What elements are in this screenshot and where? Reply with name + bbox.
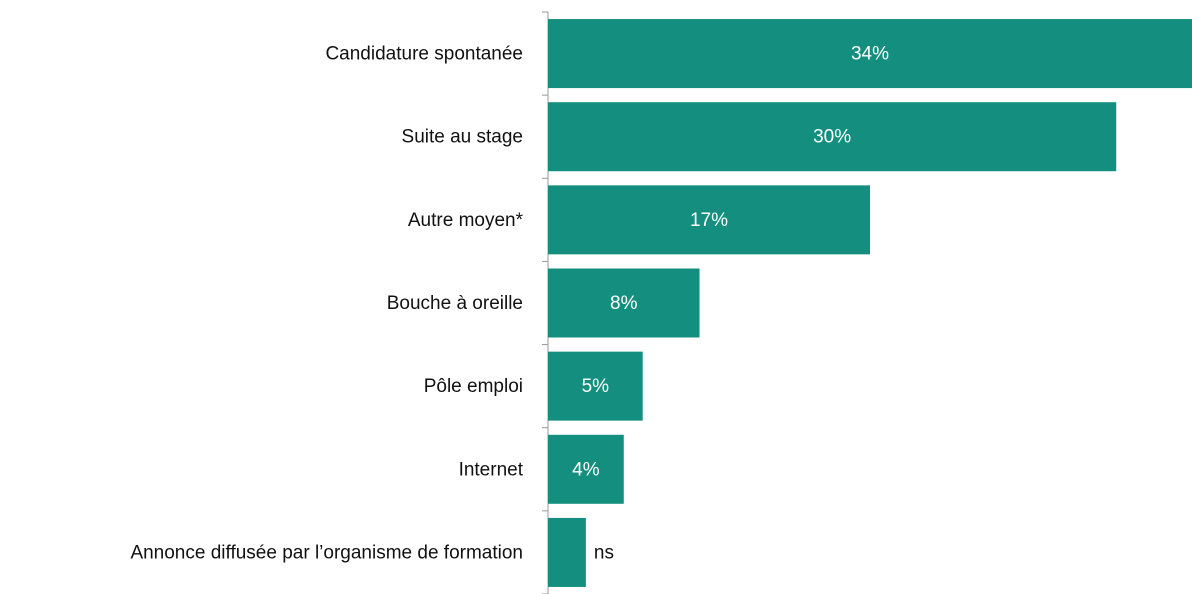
bar [548,434,624,504]
bar [548,268,700,338]
data-label: 4% [572,459,600,480]
category-label: Bouche à oreille [387,293,523,314]
category-label: Candidature spontanée [325,44,523,65]
data-label: 34% [851,44,889,65]
category-label: Pôle emploi [424,376,523,397]
category-label: Internet [459,459,524,480]
category-label: Annonce diffusée par l’organisme de form… [130,542,523,563]
category-label: Autre moyen* [408,210,524,231]
bar [548,351,643,421]
bar [548,19,1192,89]
data-label: 30% [813,127,851,148]
bar [548,102,1117,172]
data-label: ns [594,542,614,563]
bar [548,517,586,587]
bar [548,185,870,255]
data-label: 17% [690,210,728,231]
category-label: Suite au stage [402,127,523,148]
data-label: 5% [582,376,610,397]
data-label: 8% [610,293,638,314]
